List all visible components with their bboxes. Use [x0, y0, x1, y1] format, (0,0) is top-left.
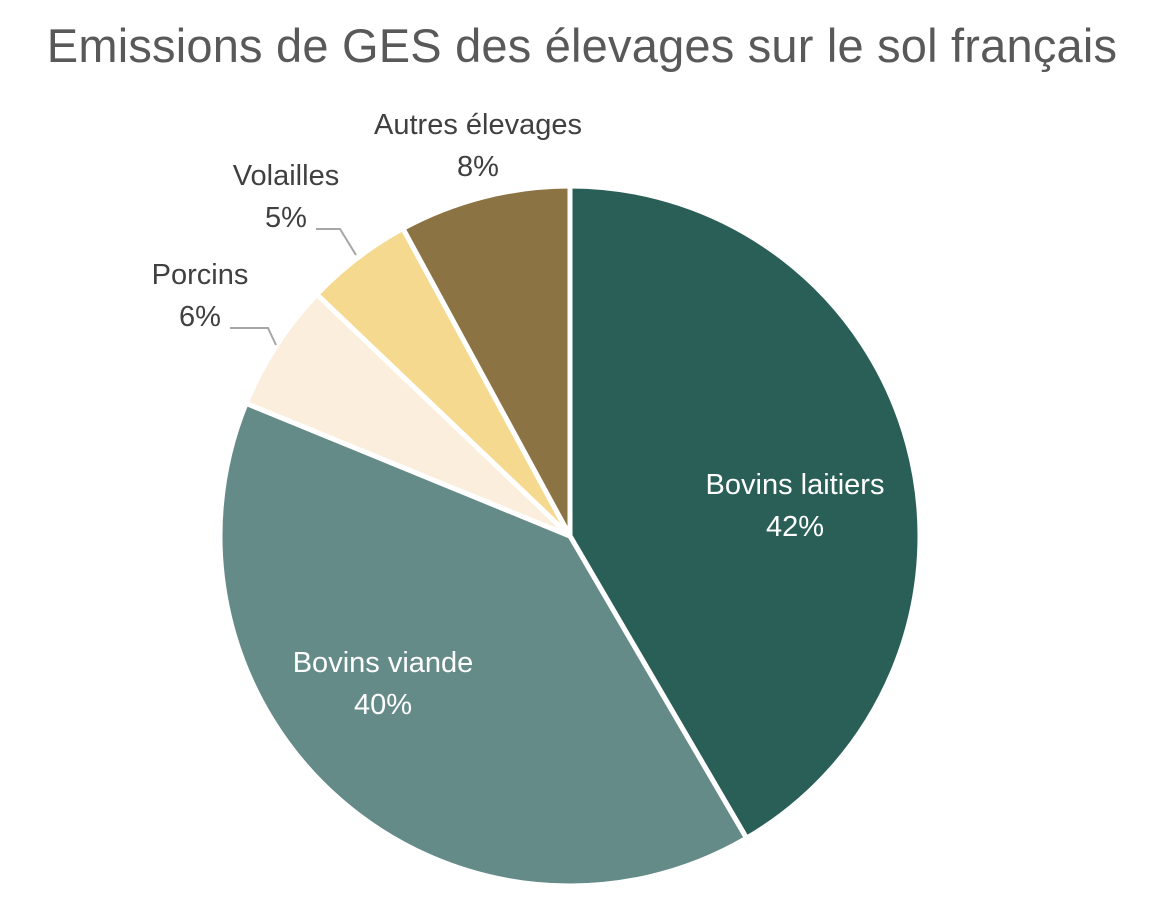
slice-label-bovins-viande: Bovins viande 40% — [293, 647, 474, 721]
slice-labels: Bovins laitiers 42% Bovins viande 40% Porcin… — [152, 109, 885, 721]
category-label: Bovins laitiers — [706, 469, 885, 501]
value-label: 8% — [457, 151, 499, 183]
chart-title: Emissions de GES des élevages sur le sol… — [46, 19, 1118, 72]
value-label: 6% — [179, 301, 221, 333]
category-label: Volailles — [233, 160, 339, 192]
leader-line-volailles — [316, 228, 357, 256]
leader-line-porcins — [230, 327, 277, 346]
category-label: Bovins viande — [293, 647, 474, 679]
value-label: 5% — [265, 202, 307, 234]
pie-slice-bovins-viande — [217, 400, 750, 889]
pie-slices — [217, 183, 923, 889]
category-label: Porcins — [152, 259, 249, 291]
pie-slice-autres-elevages — [400, 183, 573, 539]
slice-label-volailles: Volailles 5% — [233, 160, 339, 234]
category-label: Autres élevages — [374, 109, 582, 141]
value-label: 40% — [354, 689, 412, 721]
slice-label-autres-elevages: Autres élevages 8% — [374, 109, 582, 183]
pie-slice-bovins-laitiers — [567, 183, 923, 841]
slice-label-bovins-laitiers: Bovins laitiers 42% — [706, 469, 885, 543]
value-label: 42% — [766, 511, 824, 543]
slice-label-porcins: Porcins 6% — [152, 259, 249, 333]
leader-lines — [230, 228, 357, 346]
pie-slice-porcins — [243, 291, 573, 539]
